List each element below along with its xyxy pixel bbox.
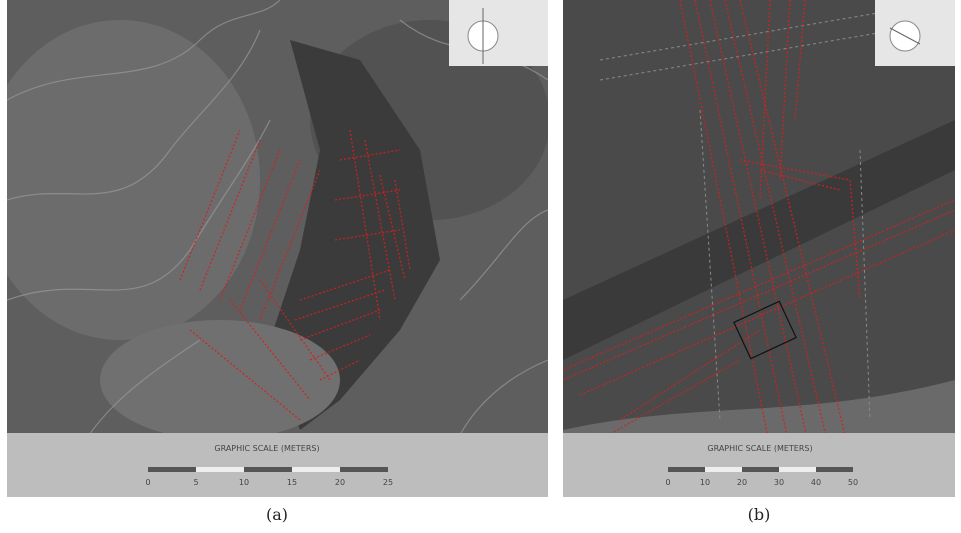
scale-tick-label: 20 (737, 478, 747, 487)
scale-tick-label: 0 (665, 478, 670, 487)
caption: (a) (266, 505, 288, 524)
scale-tick-label: 10 (700, 478, 710, 487)
panel-a-image (0, 0, 550, 497)
scale-title: GRAPHIC SCALE (METERS) (707, 444, 812, 453)
scale-tick-label: 50 (848, 478, 858, 487)
scale-tick-label: 20 (335, 478, 345, 487)
scale-tick-label: 25 (383, 478, 393, 487)
scale-tick-label: 5 (193, 478, 198, 487)
scale-tick-label: 30 (774, 478, 784, 487)
scale-tick-label: 10 (239, 478, 249, 487)
scale-tick-label: 15 (287, 478, 297, 487)
scale-tick-label: 0 (145, 478, 150, 487)
scale-tick-label: 40 (811, 478, 821, 487)
panel-b-image (563, 0, 955, 497)
scale-title: GRAPHIC SCALE (METERS) (214, 444, 319, 453)
figure: GRAPHIC SCALE (METERS) 0 5 10 15 20 25 GRAPHI… (0, 0, 961, 533)
scale-bar (668, 467, 853, 472)
caption: (b) (748, 505, 771, 524)
scale-bar (148, 467, 388, 472)
